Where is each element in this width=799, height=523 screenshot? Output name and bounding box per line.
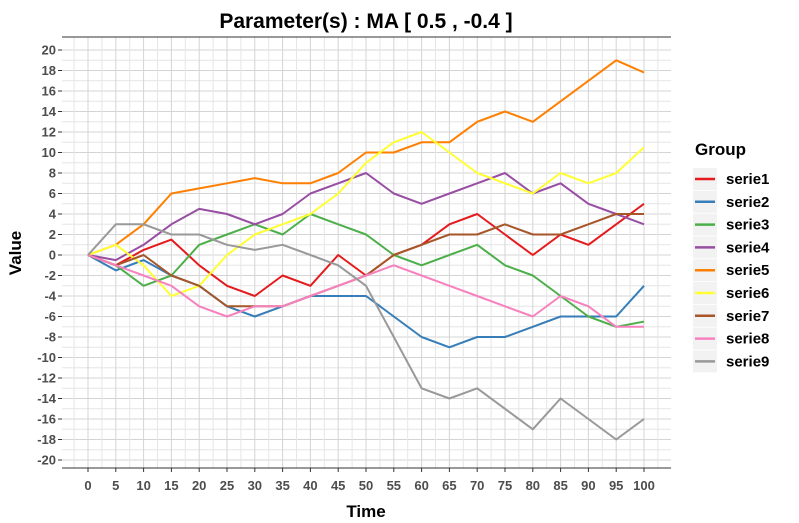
y-tick-label: 8 — [49, 166, 56, 181]
y-tick-label: -2 — [44, 268, 56, 283]
legend-label-serie4: serie4 — [726, 239, 770, 256]
x-tick-label: 0 — [84, 478, 91, 493]
y-tick-label: -4 — [44, 289, 56, 304]
y-tick-label: 2 — [49, 227, 56, 242]
grid — [62, 37, 671, 468]
x-tick-label: 10 — [136, 478, 150, 493]
y-axis-ticks: -20-18-16-14-12-10-8-6-4-202468101214161… — [37, 43, 62, 468]
x-axis-ticks: 0 5 10 15 20 25 30 35 40 45 50 55 60 65 70 75 80 85 90 95 10… — [84, 468, 655, 493]
y-tick-label: 14 — [42, 104, 57, 119]
y-tick-label: 10 — [42, 145, 56, 160]
x-tick-label: 85 — [553, 478, 567, 493]
legend-label-serie5: serie5 — [726, 262, 769, 279]
legend: Group serie1serie2serie3serie4serie5seri… — [693, 140, 770, 373]
x-tick-label: 65 — [442, 478, 456, 493]
legend-label-serie3: serie3 — [726, 217, 769, 234]
legend-label-serie2: serie2 — [726, 194, 769, 211]
chart-title: Parameter(s) : MA [ 0.5 , -0.4 ] — [219, 10, 512, 33]
x-tick-label: 80 — [526, 478, 540, 493]
x-tick-label: 5 — [112, 478, 119, 493]
line-serie4 — [87, 172, 645, 262]
legend-label-serie1: serie1 — [726, 171, 769, 188]
legend-label-serie8: serie8 — [726, 331, 769, 348]
y-tick-label: 16 — [42, 84, 56, 99]
legend-items: serie1 serie2 serie3 serie4 serie5 serie6 seri… — [693, 168, 770, 373]
y-tick-label: -14 — [37, 391, 57, 406]
x-tick-label: 40 — [303, 478, 317, 493]
legend-label-serie9: serie9 — [726, 353, 769, 370]
x-tick-label: 60 — [414, 478, 428, 493]
line-serie9 — [87, 223, 645, 441]
series-lines — [87, 59, 645, 441]
y-tick-label: -20 — [37, 453, 56, 468]
y-tick-label: 12 — [42, 125, 56, 140]
x-tick-label: 70 — [470, 478, 484, 493]
y-tick-label: 18 — [42, 63, 56, 78]
x-tick-label: 50 — [359, 478, 373, 493]
line-serie8 — [87, 254, 644, 328]
y-tick-label: 6 — [49, 186, 56, 201]
y-tick-label: -8 — [44, 330, 56, 345]
plot-panel — [62, 36, 671, 469]
y-tick-label: -18 — [37, 432, 56, 447]
y-tick-label: -10 — [37, 350, 56, 365]
y-tick-label: 4 — [49, 207, 57, 222]
x-axis-title: Time — [346, 502, 385, 521]
x-tick-label: 90 — [581, 478, 595, 493]
y-tick-label: -16 — [37, 412, 56, 427]
x-tick-label: 45 — [331, 478, 345, 493]
x-tick-label: 55 — [387, 478, 401, 493]
x-tick-label: 35 — [275, 478, 289, 493]
line-serie3 — [87, 213, 645, 328]
line-serie5 — [87, 59, 645, 256]
legend-label-serie6: serie6 — [726, 285, 769, 302]
legend-label-serie7: serie7 — [726, 308, 769, 325]
y-tick-label: 0 — [49, 248, 56, 263]
x-tick-label: 75 — [498, 478, 512, 493]
x-tick-label: 30 — [248, 478, 262, 493]
y-axis-title: Value — [6, 231, 25, 275]
x-tick-label: 100 — [633, 478, 655, 493]
y-tick-label: -12 — [37, 371, 56, 386]
x-tick-label: 25 — [220, 478, 234, 493]
y-tick-label: 20 — [42, 43, 56, 58]
x-tick-label: 20 — [192, 478, 206, 493]
y-tick-label: -6 — [44, 309, 56, 324]
legend-title: Group — [695, 140, 746, 159]
x-tick-label: 95 — [609, 478, 623, 493]
x-tick-label: 15 — [164, 478, 178, 493]
